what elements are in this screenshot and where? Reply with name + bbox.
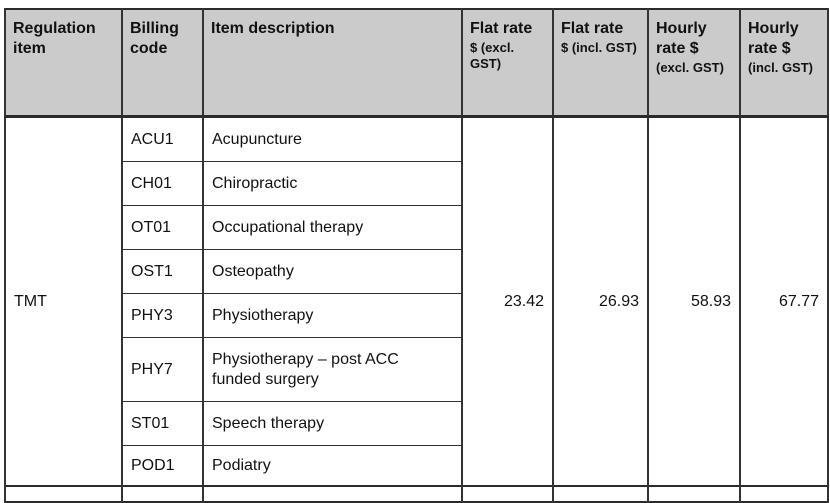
regulation-item-cell: TMT — [4, 116, 123, 487]
billing-code-cell: ST01 — [121, 401, 204, 446]
column-header-flat-rate-incl: Flat rate $ (incl. GST) — [552, 8, 649, 118]
column-header-regulation-item: Regulation item — [4, 8, 123, 118]
table-row: PHY3 Physiotherapy — [5, 293, 828, 338]
item-description-cell: Osteopathy — [202, 249, 463, 294]
item-description-cell: Chiropractic — [202, 161, 463, 206]
header-subtitle: $ (excl. GST) — [470, 40, 515, 71]
table-row: TMT ACU1 Acupuncture 23.42 26.93 58.93 6… — [4, 116, 829, 487]
billing-code-cell: OT01 — [121, 205, 204, 250]
column-header-hourly-rate-excl: Hourly rate $ (excl. GST) — [647, 8, 741, 118]
billing-code-cell: ACU1 — [121, 116, 204, 162]
flat-rate-incl-gst-cell — [552, 485, 649, 503]
item-description-cell: Physiotherapy — [202, 293, 463, 338]
flat-rate-excl-gst-cell — [461, 485, 554, 503]
billing-code-cell: CH01 — [121, 161, 204, 206]
item-description-cell: Occupational therapy — [202, 205, 463, 250]
header-title: Billing code — [130, 20, 179, 57]
hourly-rate-incl-gst-cell — [739, 485, 829, 503]
regulation-item-cell — [4, 485, 123, 503]
header-subtitle: (excl. GST) — [656, 60, 724, 75]
table-row: CH01 Chiropractic — [5, 161, 828, 206]
header-title: Flat rate — [561, 20, 624, 37]
item-description-cell: Podiatry — [202, 445, 463, 487]
header-title: Item description — [211, 20, 335, 37]
billing-code-cell: OST1 — [121, 249, 204, 294]
header-title: Hourly rate $ — [656, 20, 707, 57]
flat-rate-excl-gst-cell: 23.42 — [461, 116, 554, 487]
hourly-rate-incl-gst-cell: 67.77 — [739, 116, 829, 487]
billing-code-cell: PHY7 — [121, 337, 204, 402]
table-row: OT01 Occupational therapy — [5, 205, 828, 250]
table-row: OST1 Osteopathy — [5, 249, 828, 294]
billing-code-cell: PHY3 — [121, 293, 204, 338]
column-header-item-description: Item description — [202, 8, 463, 118]
billing-code-cell — [121, 485, 204, 503]
table-header: Regulation item Billing code Item descri… — [4, 8, 829, 118]
header-subtitle: (incl. GST) — [748, 60, 813, 75]
table-body: TMT ACU1 Acupuncture 23.42 26.93 58.93 6… — [4, 116, 829, 503]
hourly-rate-excl-gst-cell: 58.93 — [647, 116, 741, 487]
header-subtitle: $ (incl. GST) — [561, 40, 637, 55]
treatment-rates-table: Regulation item Billing code Item descri… — [4, 8, 829, 503]
table-row: PHY7 Physiotherapy – post ACC funded sur… — [5, 337, 828, 402]
column-header-billing-code: Billing code — [121, 8, 204, 118]
column-header-hourly-rate-incl: Hourly rate $ (incl. GST) — [739, 8, 829, 118]
flat-rate-incl-gst-cell: 26.93 — [552, 116, 649, 487]
item-description-cell — [202, 485, 463, 503]
header-row: Regulation item Billing code Item descri… — [4, 8, 829, 118]
table-row: ST01 Speech therapy — [5, 401, 828, 446]
table-row-partial — [4, 485, 829, 503]
header-title: Flat rate — [470, 20, 533, 37]
header-title: Regulation item — [13, 20, 96, 57]
item-description-cell: Acupuncture — [202, 116, 463, 162]
billing-code-cell: POD1 — [121, 445, 204, 487]
column-header-flat-rate-excl: Flat rate $ (excl. GST) — [461, 8, 554, 118]
item-description-cell: Speech therapy — [202, 401, 463, 446]
hourly-rate-excl-gst-cell — [647, 485, 741, 503]
header-title: Hourly rate $ — [748, 20, 799, 57]
item-description-cell: Physiotherapy – post ACC funded surgery — [202, 337, 463, 402]
